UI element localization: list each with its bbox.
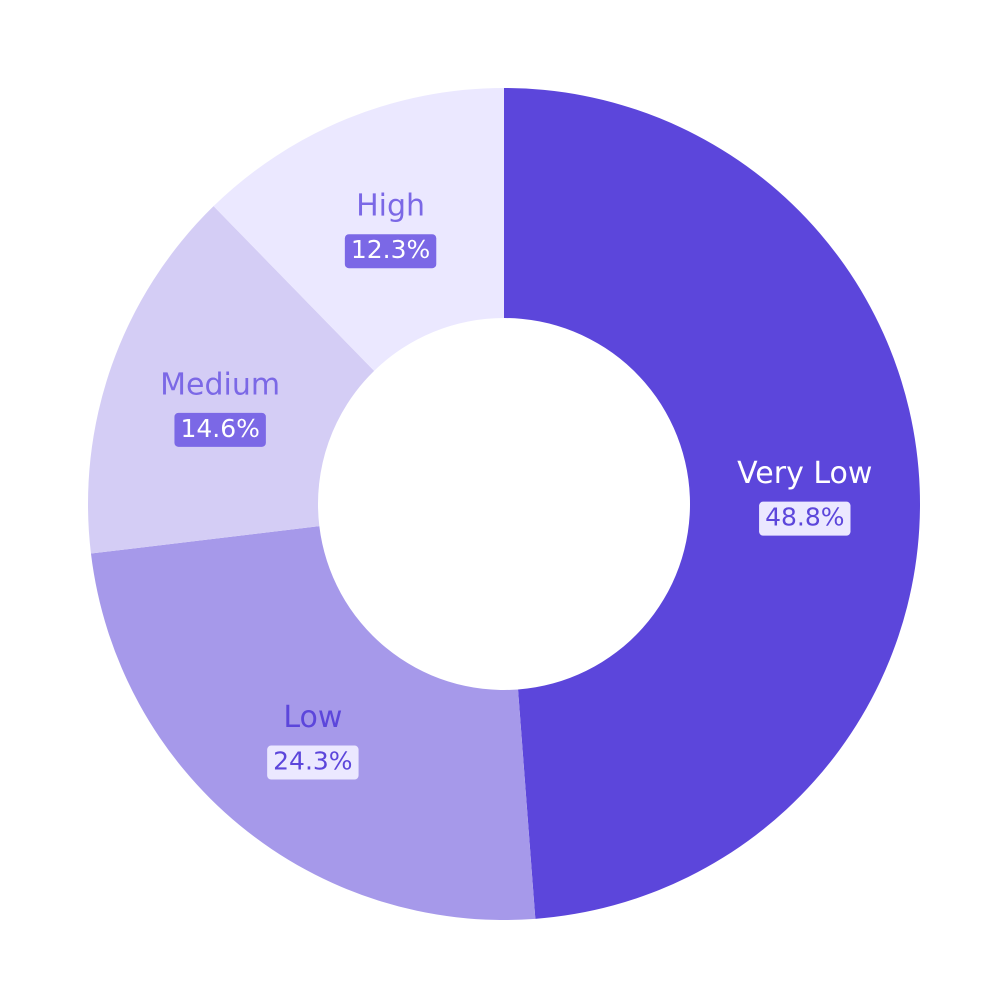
slice-high [213,88,505,371]
value-badge-high [344,234,437,269]
slices-group [88,87,921,920]
slice-label-very-low: Very Low 48.8% [737,456,872,536]
slice-name-low: Low [283,700,342,735]
slice-label-high: High 12.3% [344,189,437,269]
slice-name-high: High [356,189,425,224]
slice-name-medium: Medium [160,367,280,402]
slice-very-low [504,87,921,919]
value-badge-very-low [759,501,851,536]
value-badge-low [267,745,359,780]
slice-value-low: 24.3% [273,747,352,776]
slice-low [90,526,536,920]
slice-value-very-low: 48.8% [765,503,844,532]
slice-label-medium: Medium 14.6% [160,367,280,447]
slice-value-high: 12.3% [351,235,430,264]
labels-group: Very Low 48.8% Low 24.3% Medium 14.6% High 12.3… [160,189,872,780]
slice-value-medium: 14.6% [180,414,259,443]
slice-label-low: Low 24.3% [267,700,359,780]
value-badge-medium [174,412,266,447]
slice-medium [88,206,375,554]
slice-name-very-low: Very Low [737,456,872,491]
